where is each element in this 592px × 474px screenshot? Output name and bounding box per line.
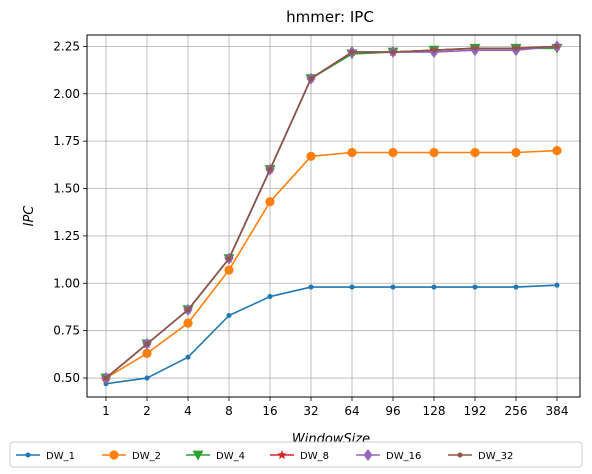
x-tick-label: 128 [423, 404, 446, 418]
y-tick-label: 0.50 [53, 371, 80, 385]
y-tick-label: 1.25 [53, 229, 80, 243]
legend-swatch-marker [363, 449, 373, 461]
data-point [429, 147, 439, 158]
data-point [224, 265, 234, 275]
x-tick-label: 256 [505, 404, 528, 418]
x-tick-label: 2 [143, 404, 151, 418]
x-tick-label: 16 [262, 404, 277, 418]
data-point [142, 348, 152, 359]
data-point [470, 147, 480, 158]
series-line [105, 47, 557, 379]
series-line [105, 149, 558, 379]
series-layer [100, 40, 563, 387]
series-dw-1 [103, 282, 560, 387]
data-point [511, 147, 521, 158]
x-tick-label: 96 [385, 404, 400, 418]
data-point [308, 284, 314, 290]
data-point [349, 284, 355, 290]
legend-item-dw-1: DW_1 [16, 451, 75, 462]
data-point [265, 197, 275, 207]
y-tick-label: 2.00 [53, 87, 80, 101]
legend-item-dw-4: DW_4 [186, 450, 245, 462]
legend-item-dw-8: DW_8 [270, 450, 329, 462]
legend-swatch-marker [192, 450, 204, 461]
legend-frame [9, 441, 583, 468]
data-point [185, 307, 191, 313]
series-line [105, 45, 558, 379]
legend-label: DW_4 [216, 451, 245, 462]
y-tick-label: 1.75 [53, 134, 80, 148]
series-line [105, 284, 558, 385]
x-tick-label: 64 [344, 404, 359, 418]
data-point [472, 284, 478, 290]
data-point [226, 313, 232, 319]
data-point [308, 75, 314, 82]
x-axis: 1 2 4 8 16 32 64 96 128 192 256 384 [102, 397, 568, 418]
data-point [267, 294, 273, 300]
legend-label: DW_2 [132, 451, 161, 462]
data-point [347, 147, 357, 158]
y-axis-label: IPC [22, 205, 37, 227]
series-dw-2 [101, 146, 562, 383]
legend-label: DW_8 [300, 451, 329, 462]
x-tick-label: 8 [225, 404, 233, 418]
chart-title: hmmer: IPC [286, 8, 374, 26]
legend-label: DW_32 [478, 451, 513, 462]
data-point [554, 43, 560, 50]
data-point [183, 318, 193, 328]
data-point [226, 255, 232, 262]
legend-label: DW_1 [46, 451, 75, 462]
x-tick-label: 384 [546, 404, 569, 418]
legend-item-dw-32: DW_32 [448, 451, 513, 462]
legend-item-dw-2: DW_2 [102, 450, 161, 462]
data-point [103, 375, 109, 381]
legend: DW_1 DW_2 DW_4 DW_8 DW_16 DW_32 [9, 441, 583, 468]
data-point [388, 147, 398, 158]
y-tick-label: 1.50 [53, 182, 80, 196]
series-dw-4 [100, 43, 563, 384]
y-tick-label: 2.25 [53, 39, 80, 53]
data-point [472, 45, 478, 52]
data-point [306, 151, 316, 161]
data-point [390, 49, 396, 55]
data-point [349, 49, 355, 55]
data-point [513, 284, 519, 290]
x-tick-label: 192 [464, 404, 487, 418]
legend-swatch-marker [457, 452, 463, 458]
data-point [144, 375, 150, 381]
legend-swatch-marker [25, 452, 31, 458]
x-tick-label: 32 [303, 404, 318, 418]
data-point [513, 45, 519, 52]
plot-frame [86, 34, 581, 398]
series-line [105, 45, 558, 379]
data-point [144, 341, 150, 347]
data-point [552, 146, 562, 156]
y-tick-label: 0.75 [53, 324, 80, 338]
series-dw-16 [101, 40, 562, 385]
data-point [431, 47, 437, 53]
legend-item-dw-16: DW_16 [356, 449, 421, 462]
legend-swatch-marker [277, 450, 287, 460]
series-dw-32 [103, 43, 560, 381]
y-tick-label: 1.00 [53, 276, 80, 290]
data-point [390, 284, 396, 290]
data-point [185, 354, 191, 360]
x-tick-label: 4 [184, 404, 192, 418]
grid [87, 35, 580, 397]
data-point [267, 166, 273, 173]
legend-label: DW_16 [386, 451, 421, 462]
x-tick-label: 1 [102, 404, 110, 418]
series-line [105, 45, 558, 379]
data-point [431, 284, 437, 290]
y-axis: 0.50 0.75 1.00 1.25 1.50 1.75 2.00 2.25 [53, 39, 87, 385]
legend-swatch-marker [109, 450, 119, 460]
data-point [554, 282, 560, 288]
